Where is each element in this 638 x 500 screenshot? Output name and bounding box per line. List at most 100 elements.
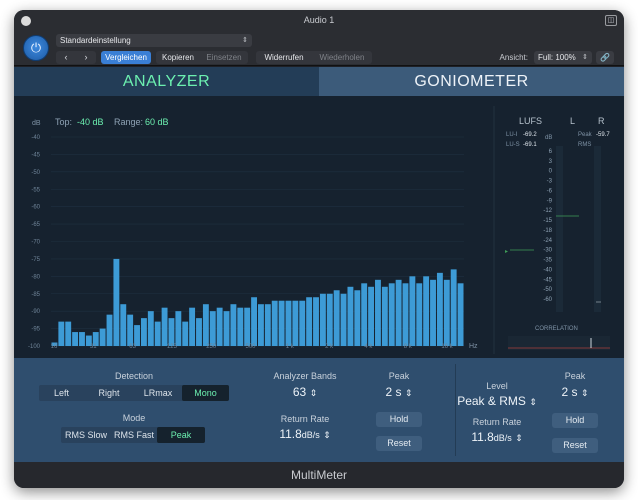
spectrum-bar [423, 276, 430, 346]
mode-label: Mode [122, 413, 146, 423]
expand-window-icon[interactable]: ◫ [605, 15, 617, 26]
analyzer-hold-button[interactable]: Hold [376, 412, 422, 427]
x-axis-ticks: 16 31 63 125 250 500 1 k 2 k 4 k 8 k 16 k [51, 344, 454, 350]
tab-analyzer[interactable]: ANALYZER [14, 67, 319, 96]
link-button[interactable]: 🔗 [596, 51, 614, 64]
spectrum-bar [264, 304, 271, 346]
analyzer-bands-label: Analyzer Bands [273, 371, 337, 381]
plugin-name: MultiMeter [290, 468, 347, 482]
spectrum-bar [292, 300, 299, 346]
detection-left[interactable]: Left [53, 388, 69, 398]
spectrum-bar [127, 314, 134, 346]
lu-s-value: -69.1 [523, 142, 537, 148]
level-hold-button[interactable]: Hold [552, 413, 598, 428]
meter-scale-label: -6 [547, 188, 553, 194]
analyzer-peak-label: Peak [388, 371, 410, 381]
mode-rms-fast[interactable]: RMS Fast [113, 430, 154, 440]
previous-preset-button[interactable]: ‹ [56, 51, 76, 64]
next-preset-button[interactable]: › [76, 51, 96, 64]
spectrum-bar [278, 300, 285, 346]
detection-selector: Left Right LRmax Mono [39, 385, 229, 401]
toolbar: ‹ › Vergleichen Kopieren Einsetzen Wider… [56, 51, 386, 64]
left-level-meter [556, 146, 563, 312]
compare-button[interactable]: Vergleichen [101, 51, 151, 64]
level-value: Peak & RMS [457, 394, 526, 408]
lufs-label: LUFS [519, 116, 542, 126]
x-tick-label: 125 [167, 344, 178, 350]
range-label: Range: [114, 117, 143, 127]
spectrum-bar [196, 318, 202, 346]
x-tick-label: 500 [245, 344, 256, 350]
return-rate-label: Return Rate [280, 414, 330, 424]
level-peak-label: Peak [564, 371, 586, 381]
link-icon: 🔗 [600, 53, 610, 62]
spectrum-bar [326, 293, 333, 346]
zoom-dropdown[interactable]: Full: 100% ⇕ [534, 51, 592, 64]
level-return-rate-stepper[interactable]: 11.8dB/s ⇕ [452, 430, 542, 444]
return-rate-unit: dB/s [301, 430, 320, 440]
spectrum-bar [450, 269, 457, 346]
spectrum-bar [99, 328, 106, 346]
spectrum-bar [120, 304, 127, 346]
x-tick-label: 16 k [441, 344, 453, 350]
mode-peak[interactable]: Peak [157, 427, 205, 443]
spectrum-bar [92, 332, 99, 346]
spectrum-bar [443, 279, 450, 346]
detection-lrmax[interactable]: LRmax [143, 388, 173, 398]
spectrum-bar [416, 283, 423, 346]
spectrum-bar [368, 286, 375, 346]
spectrum-bar [140, 318, 147, 346]
analyzer-reset-button[interactable]: Reset [376, 436, 422, 451]
y-tick-label: -50 [31, 170, 40, 176]
spectrum-bar [189, 307, 196, 346]
spectrum-bar [388, 283, 395, 346]
copy-button[interactable]: Kopieren [161, 53, 195, 62]
y-tick-label: -55 [31, 187, 40, 193]
spectrum-bar [436, 272, 443, 346]
spectrum-bar [313, 297, 319, 346]
analyzer-peak-stepper[interactable]: 2 s ⇕ [376, 385, 422, 399]
meter-db-unit: dB [545, 135, 552, 141]
plugin-footer: MultiMeter [14, 462, 624, 488]
undo-button[interactable]: Widerrufen [264, 53, 304, 62]
spectrum-bar [134, 325, 140, 346]
window-title: Audio 1 [303, 15, 335, 25]
level-peak-stepper[interactable]: 2 s ⇕ [552, 385, 598, 399]
controls-panel: Detection Left Right LRmax Mono Mode RMS… [14, 358, 624, 462]
detection-right[interactable]: Right [98, 388, 120, 398]
meter-scale-label: -18 [543, 228, 552, 234]
lu-i-label: LU-I [506, 132, 518, 138]
meter-scale-label: -45 [543, 277, 552, 283]
preset-dropdown[interactable]: Standardeinstellung ⇕ [56, 34, 252, 47]
x-tick-label: 4 k [364, 344, 373, 350]
meter-scale-label: -30 [543, 248, 552, 254]
spectrum-bar [409, 276, 416, 346]
meter-scale-label: -15 [543, 218, 552, 224]
detection-mono[interactable]: Mono [182, 385, 229, 401]
analyzer-bands-stepper[interactable]: 63 ⇕ [270, 385, 340, 399]
level-reset-button[interactable]: Reset [552, 438, 598, 453]
close-window-icon[interactable] [21, 16, 31, 26]
tab-goniometer[interactable]: GONIOMETER [319, 67, 624, 96]
chevron-updown-icon: ⇕ [404, 388, 413, 398]
spectrum-bar [375, 279, 381, 346]
range-value[interactable]: 60 dB [145, 117, 169, 127]
db-unit-label: dB [32, 120, 41, 127]
y-tick-label: -75 [31, 257, 40, 263]
y-tick-label: -80 [31, 274, 40, 280]
x-tick-label: 250 [206, 344, 217, 350]
meter-scale-label: -3 [547, 179, 553, 185]
analyzer-peak-value: 2 s [385, 385, 402, 399]
return-rate-stepper[interactable]: 11.8dB/s ⇕ [260, 427, 350, 441]
level-dropdown[interactable]: Peak & RMS ⇕ [447, 394, 547, 408]
paste-button[interactable]: Einsetzen [206, 53, 242, 62]
y-tick-label: -95 [31, 327, 40, 333]
top-value[interactable]: -40 dB [77, 117, 104, 127]
redo-button[interactable]: Wiederholen [319, 53, 365, 62]
spectrum-bar [58, 321, 65, 346]
lu-s-label: LU-S [506, 142, 520, 148]
level-peak-value: 2 s [561, 385, 578, 399]
power-button[interactable]: ⏻ [23, 35, 49, 61]
mode-rms-slow[interactable]: RMS Slow [64, 430, 107, 440]
spectrum-bars [51, 258, 464, 346]
